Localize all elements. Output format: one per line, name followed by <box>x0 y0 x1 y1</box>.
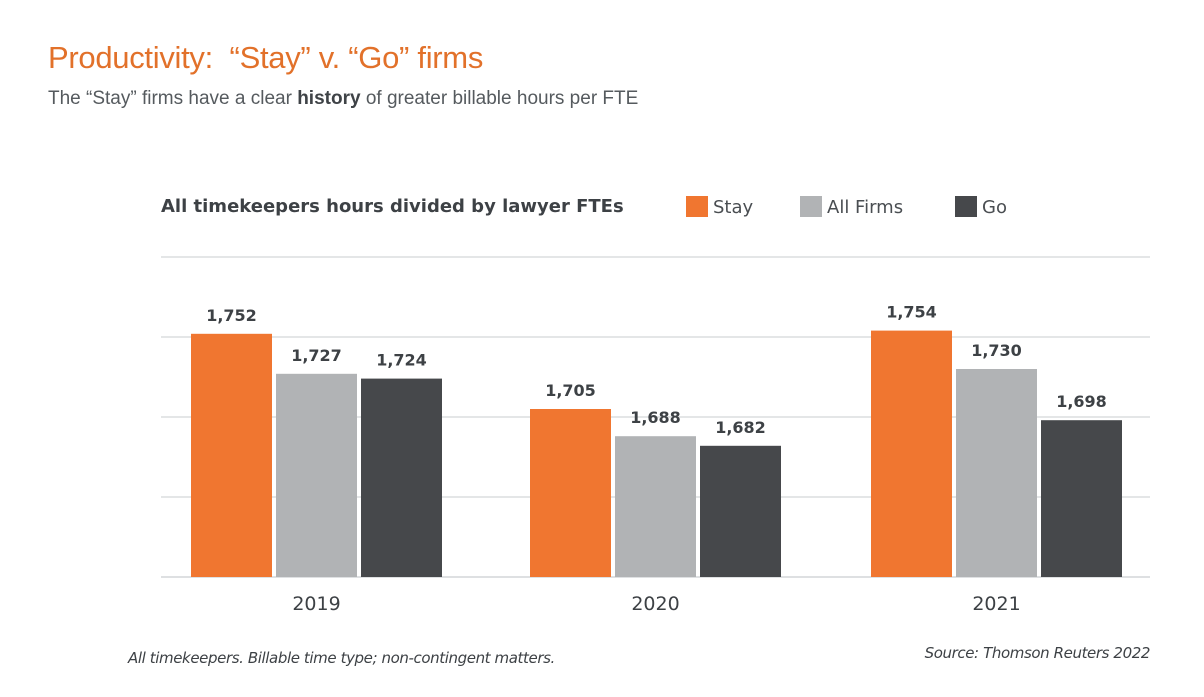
bar-go-2019 <box>361 378 442 577</box>
data-label: 1,754 <box>886 303 937 322</box>
data-label: 1,682 <box>715 418 766 437</box>
source-note: Source: Thomson Reuters 2022 <box>924 644 1151 662</box>
footnote: All timekeepers. Billable time type; non… <box>128 649 555 667</box>
bar-go-2020 <box>700 445 781 577</box>
data-label: 1,688 <box>630 408 681 427</box>
data-label: 1,730 <box>971 341 1022 360</box>
x-axis-ticks: 2019 2020 2021 <box>292 593 1020 615</box>
bar-all-firms-2020 <box>615 436 696 577</box>
subtitle-text-post: of greater billable hours per FTE <box>360 88 639 109</box>
bar-all-firms-2021 <box>956 369 1037 577</box>
legend-item-go: Go <box>955 196 1007 218</box>
subtitle-text-pre: The “Stay” firms have a clear <box>48 88 298 109</box>
bar-all-firms-2019 <box>276 373 357 577</box>
x-tick-label: 2020 <box>631 593 679 615</box>
page-subtitle: The “Stay” firms have a clear history of… <box>48 88 638 110</box>
page-title: Productivity: “Stay” v. “Go” firms <box>48 40 484 75</box>
data-label: 1,698 <box>1056 392 1107 411</box>
data-label: 1,727 <box>291 346 342 365</box>
legend-label: Go <box>982 197 1007 218</box>
data-labels: 1,752 1,727 1,724 1,705 1,688 1,682 1,754 1,730… <box>206 303 1107 437</box>
bar-stay-2021 <box>871 330 952 577</box>
legend-item-stay: Stay <box>686 196 754 218</box>
legend-swatch <box>800 196 822 217</box>
legend-label: Stay <box>713 197 754 218</box>
bar-go-2021 <box>1041 420 1122 577</box>
x-tick-label: 2021 <box>972 593 1020 615</box>
chart-legend: Stay All Firms Go <box>686 196 1007 218</box>
x-tick-label: 2019 <box>292 593 340 615</box>
bars <box>191 330 1122 577</box>
bar-stay-2019 <box>191 333 272 577</box>
data-label: 1,724 <box>376 351 427 370</box>
subtitle-text-bold: history <box>297 88 361 109</box>
chart-title: All timekeepers hours divided by lawyer … <box>161 196 624 217</box>
legend-item-all-firms: All Firms <box>800 196 903 218</box>
legend-swatch <box>955 196 977 217</box>
legend-swatch <box>686 196 708 217</box>
data-label: 1,752 <box>206 306 257 325</box>
legend-label: All Firms <box>827 197 903 218</box>
data-label: 1,705 <box>545 381 596 400</box>
bar-stay-2020 <box>530 409 611 577</box>
